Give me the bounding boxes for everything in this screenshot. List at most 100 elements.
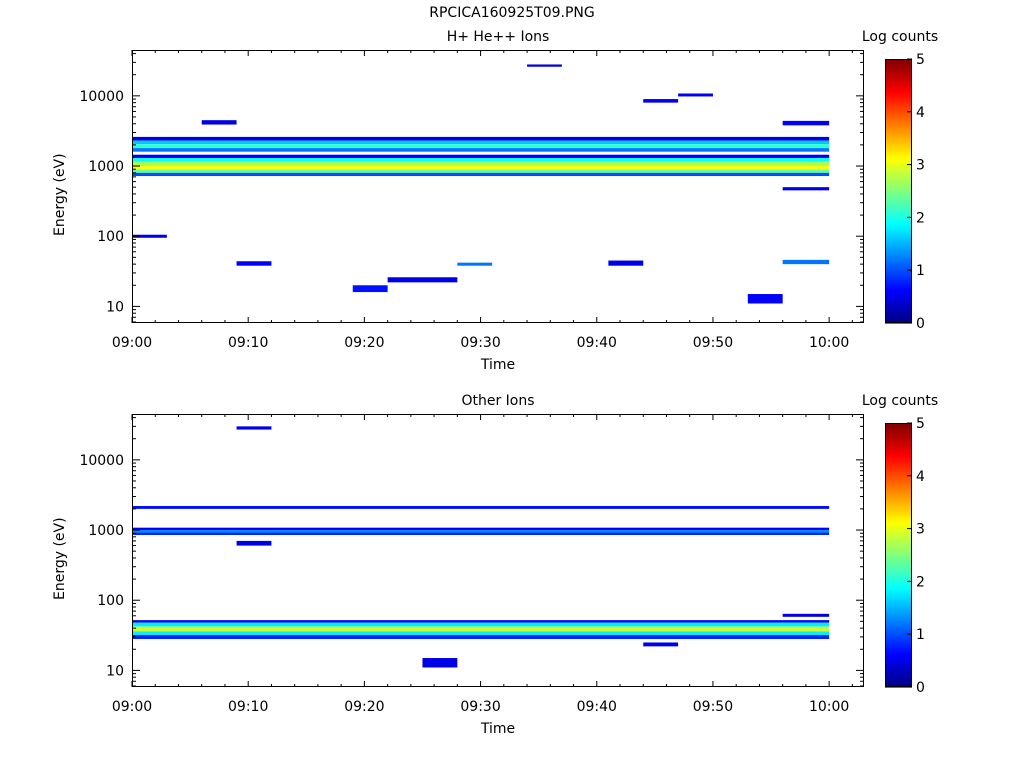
heatmap-cell: [782, 613, 830, 617]
colorbar-segment: [885, 261, 912, 265]
colorbar-segment: [885, 107, 912, 111]
colorbar-segment: [885, 318, 912, 322]
colorbar-segment: [885, 303, 912, 306]
colorbar-segment: [885, 682, 912, 686]
heatmap-cell: [132, 136, 830, 141]
colorbar-segment: [885, 535, 912, 538]
y-tick-label: 100: [97, 593, 124, 609]
colorbar-tick-label: 4: [916, 105, 925, 121]
colorbar-segment: [885, 676, 912, 679]
colorbar-segment: [885, 605, 912, 609]
colorbar-segment: [885, 469, 912, 472]
heatmap-cell: [132, 169, 830, 173]
colorbar-segment: [885, 555, 912, 558]
colorbar-segment: [885, 87, 912, 91]
heatmap-cell: [643, 642, 679, 647]
colorbar-segment: [885, 678, 912, 681]
colorbar-segment: [885, 290, 912, 293]
colorbar-segment: [885, 111, 912, 115]
colorbar-segment: [885, 471, 912, 475]
colorbar-segment: [885, 204, 912, 207]
colorbar-segment: [885, 621, 912, 624]
heatmap-cell: [747, 294, 783, 304]
colorbar-segment: [885, 221, 912, 225]
colorbar-segment: [885, 166, 912, 170]
heatmap-cell: [132, 622, 830, 627]
colorbar-segment: [885, 640, 912, 644]
y-tick-label: 10000: [79, 89, 124, 105]
colorbar-segment: [885, 316, 912, 320]
colorbar-segment: [885, 497, 912, 501]
panel-1-spectrogram: 09:00 09:10 09:20 09:30 09:40 09:50 10:0010100…: [79, 50, 925, 351]
colorbar-segment: [885, 563, 912, 567]
colorbar-segment: [885, 67, 912, 71]
heatmap-cell: [236, 426, 272, 430]
heatmap-cell: [132, 154, 830, 159]
colorbar-segment: [885, 447, 912, 450]
colorbar-segment: [885, 561, 912, 565]
colorbar-segment: [885, 585, 912, 589]
colorbar-segment: [885, 625, 912, 629]
colorbar-segment: [885, 94, 912, 97]
colorbar-segment: [885, 491, 912, 494]
colorbar-segment: [885, 423, 912, 426]
colorbar-segment: [885, 114, 912, 117]
colorbar-segment: [885, 76, 912, 80]
colorbar-segment: [885, 279, 912, 282]
colorbar-segment: [885, 592, 912, 596]
colorbar-segment: [885, 164, 912, 168]
colorbar-tick-label: 3: [916, 522, 925, 538]
colorbar-segment: [885, 250, 912, 254]
colorbar-segment: [885, 239, 912, 243]
colorbar-segment: [885, 224, 912, 227]
colorbar-segment: [885, 458, 912, 461]
colorbar-segment: [885, 486, 912, 490]
colorbar-segment: [885, 153, 912, 157]
heatmap-cell: [527, 64, 562, 67]
colorbar-segment: [885, 552, 912, 556]
y-tick-label: 1000: [88, 523, 124, 539]
colorbar-segment: [885, 508, 912, 512]
colorbar-segment: [885, 116, 912, 119]
colorbar-segment: [885, 434, 912, 437]
colorbar-segment: [885, 572, 912, 576]
heatmap-cell: [132, 505, 830, 509]
colorbar-segment: [885, 594, 912, 598]
colorbar-segment: [885, 607, 912, 611]
colorbar-segment: [885, 254, 912, 258]
colorbar-segment: [885, 133, 912, 137]
heatmap-cell: [643, 99, 679, 103]
x-tick-label: 09:20: [344, 699, 384, 715]
x-tick-label: 10:00: [809, 335, 849, 351]
colorbar-segment: [885, 202, 912, 205]
heatmap-cell: [132, 158, 830, 162]
colorbar-segment: [885, 541, 912, 545]
x-tick-label: 09:40: [577, 335, 617, 351]
colorbar-segment: [885, 645, 912, 648]
colorbar-segment: [885, 511, 912, 514]
colorbar-segment: [885, 103, 912, 106]
x-tick-label: 09:30: [460, 335, 500, 351]
colorbar-segment: [885, 287, 912, 291]
x-tick-label: 09:30: [460, 699, 500, 715]
colorbar-segment: [885, 522, 912, 525]
colorbar-segment: [885, 680, 912, 684]
colorbar-segment: [885, 248, 912, 251]
colorbar-segment: [885, 292, 912, 295]
colorbar-segment: [885, 440, 912, 444]
heatmap-cell: [422, 658, 458, 668]
colorbar-segment: [885, 312, 912, 315]
heatmap-cell: [132, 140, 830, 145]
colorbar-segment: [885, 309, 912, 313]
colorbar-segment: [885, 65, 912, 69]
x-tick-label: 09:10: [228, 699, 268, 715]
panel-2-spectrogram: 09:00 09:10 09:20 09:30 09:40 09:50 10:0010100…: [79, 414, 925, 715]
colorbar-segment: [885, 63, 912, 67]
heatmap-cell: [132, 620, 830, 623]
colorbar-segment: [885, 125, 912, 128]
x-tick-label: 10:00: [809, 699, 849, 715]
x-tick-label: 09:50: [693, 699, 733, 715]
colorbar-segment: [885, 610, 912, 613]
colorbar-segment: [885, 210, 912, 214]
colorbar-segment: [885, 519, 912, 523]
